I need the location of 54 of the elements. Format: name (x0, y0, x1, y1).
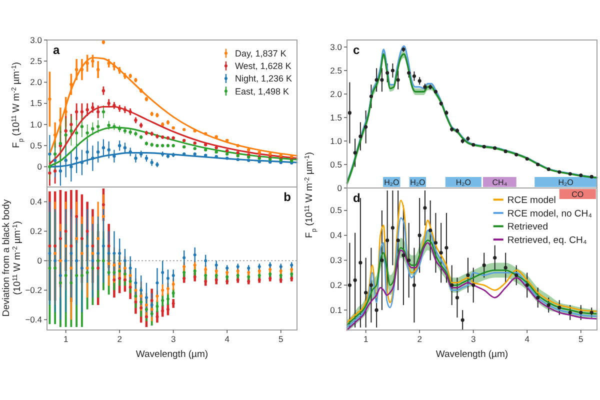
y-tick-label: 0.2 (30, 226, 42, 236)
legend-label: Night, 1,236 K (234, 74, 292, 84)
legend-label: West, 1,628 K (234, 61, 292, 72)
y-tick-label: 0.4 (30, 196, 42, 207)
band-label: H₂O (456, 178, 471, 187)
band-label: H₂O (410, 178, 426, 187)
y-tick-label: 3.0 (330, 42, 342, 52)
y-tick-label: 0.4 (330, 230, 342, 240)
x-tick-label: 2 (417, 334, 422, 344)
x-axis-title: Wavelength (µm) (136, 349, 208, 360)
legend-label: Day, 1,837 K (234, 48, 286, 58)
y-tick-label: 0.5 (330, 159, 342, 170)
y-tick-label: 0.1 (330, 304, 342, 315)
y-tick-label: 0.2 (330, 280, 342, 290)
x-tick-label: 1 (363, 334, 368, 344)
chart-title: a (53, 43, 60, 57)
y-tick-label: 1.5 (30, 98, 42, 108)
x-tick-label: 3 (170, 334, 176, 344)
y-tick-label: 1.5 (330, 112, 342, 122)
y-tick-label: 1.0 (330, 136, 342, 146)
chart-title: b (284, 190, 291, 204)
y-tick-label: 0 (37, 162, 42, 172)
x-axis-title: Wavelength (µm) (436, 349, 508, 360)
y-tick-label: 3.0 (30, 34, 42, 45)
y-tick-label: −0.4 (25, 314, 42, 324)
band-label: CH₄ (492, 178, 508, 187)
chart-title: d (353, 191, 360, 205)
y-tick-label: 2.5 (330, 65, 342, 76)
legend-label: RCE model (507, 194, 556, 206)
y-tick-label: 2.0 (330, 88, 342, 99)
y-tick-label: 0.3 (330, 255, 342, 266)
band-label: H₂O (384, 178, 400, 187)
x-tick-label: 2 (117, 334, 122, 344)
chart-title: c (353, 43, 360, 57)
x-tick-label: 3 (470, 334, 476, 344)
x-tick-label: 1 (63, 334, 68, 344)
x-tick-label: 5 (578, 334, 584, 344)
y-tick-label: 0 (337, 182, 342, 193)
x-tick-label: 4 (524, 334, 530, 344)
legend-label: Retrieved, eq. CH₄ (507, 234, 587, 246)
legend-label: Retrieved (507, 222, 548, 233)
band-label: CO (572, 190, 584, 199)
x-tick-label: 5 (278, 334, 284, 344)
y-tick-label: 2.5 (30, 56, 42, 66)
y-tick-label: 0 (37, 256, 42, 266)
x-tick-label: 4 (224, 334, 230, 344)
y-tick-label: 2.0 (30, 77, 42, 88)
band-label: H₂O (558, 178, 574, 187)
legend-label: RCE model, no CH₄ (507, 208, 592, 220)
y-tick-label: −0.2 (25, 285, 42, 295)
y-tick-label: 0.5 (30, 140, 42, 150)
y-tick-label: 0.5 (330, 205, 342, 216)
y-tick-label: 1.0 (30, 119, 42, 130)
legend-label: East, 1,498 K (234, 86, 290, 96)
